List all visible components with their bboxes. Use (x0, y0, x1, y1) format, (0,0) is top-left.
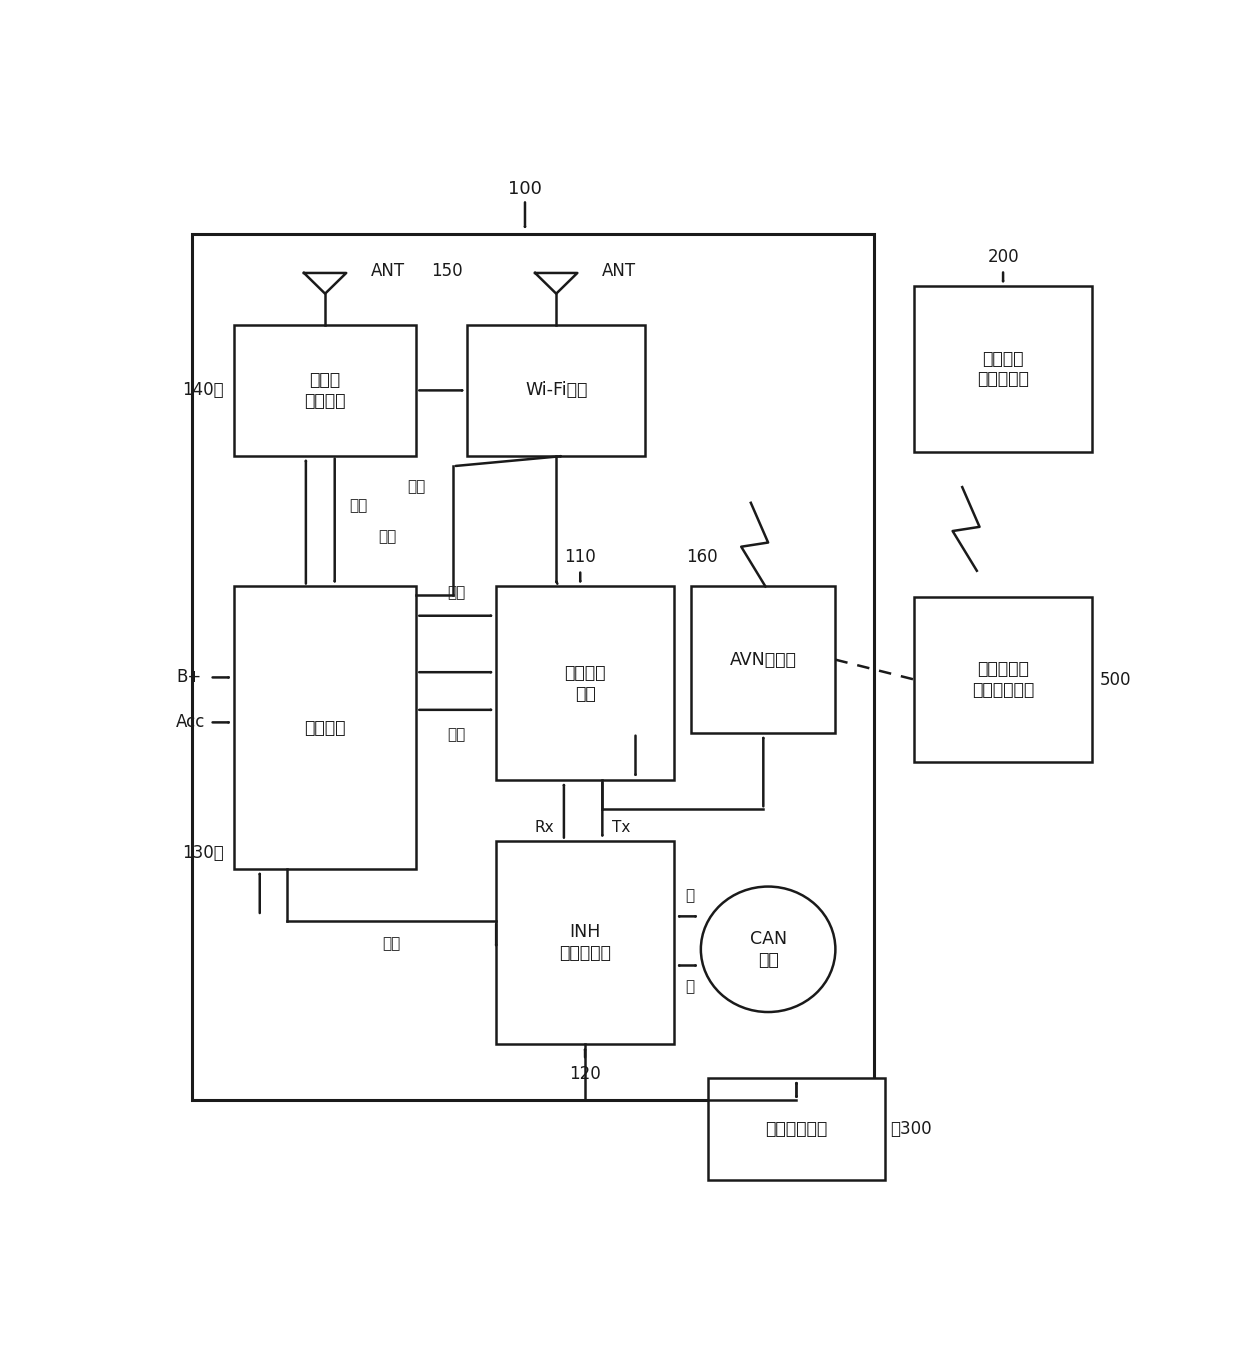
Text: 120: 120 (569, 1065, 601, 1082)
Text: ANT: ANT (371, 262, 405, 280)
Text: 便携式终端
（智能手机）: 便携式终端 （智能手机） (972, 660, 1034, 699)
Text: INH
微型计算机: INH 微型计算机 (559, 923, 611, 961)
Text: 电源模块: 电源模块 (304, 718, 346, 736)
Bar (914, 598, 1092, 762)
Text: 160: 160 (687, 549, 718, 566)
Text: ANT: ANT (603, 262, 636, 280)
Text: Wi-Fi模块: Wi-Fi模块 (525, 382, 588, 399)
Ellipse shape (701, 887, 836, 1012)
Text: 110: 110 (564, 549, 596, 566)
Text: 电源: 电源 (448, 728, 465, 743)
Bar (496, 841, 675, 1044)
Text: 500: 500 (1100, 671, 1131, 689)
Text: 电源: 电源 (407, 479, 425, 494)
Text: B+: B+ (176, 668, 201, 686)
Text: Acc: Acc (176, 713, 206, 732)
Text: CAN
总线: CAN 总线 (749, 930, 786, 968)
Bar (914, 287, 1092, 452)
Bar (234, 587, 417, 869)
Text: 电源: 电源 (378, 530, 397, 545)
Text: 电源: 电源 (350, 498, 368, 513)
Text: 复位: 复位 (448, 585, 465, 600)
Text: 高: 高 (686, 888, 694, 903)
Text: 远程信息
处理服务器: 远程信息 处理服务器 (977, 349, 1029, 388)
Text: 140～: 140～ (182, 382, 224, 399)
Text: ～300: ～300 (890, 1120, 931, 1138)
Text: 调制解
调器模块: 调制解 调器模块 (304, 371, 346, 410)
Text: Rx: Rx (534, 820, 554, 835)
Bar (496, 587, 675, 779)
Bar (467, 325, 645, 456)
Text: 低: 低 (686, 979, 694, 994)
Text: 车辆控制设备: 车辆控制设备 (765, 1120, 827, 1138)
Text: 100: 100 (508, 181, 542, 198)
Text: 150: 150 (430, 262, 463, 280)
Text: 130～: 130～ (182, 845, 224, 862)
Text: 电源: 电源 (382, 937, 401, 952)
Bar (708, 1078, 885, 1180)
Bar (191, 234, 874, 1100)
Bar (691, 587, 836, 733)
Text: 中央处理
单元: 中央处理 单元 (564, 664, 606, 702)
Text: 200: 200 (987, 249, 1019, 266)
Text: Tx: Tx (613, 820, 630, 835)
Text: AVN触摸屏: AVN触摸屏 (730, 650, 797, 668)
Bar (234, 325, 417, 456)
